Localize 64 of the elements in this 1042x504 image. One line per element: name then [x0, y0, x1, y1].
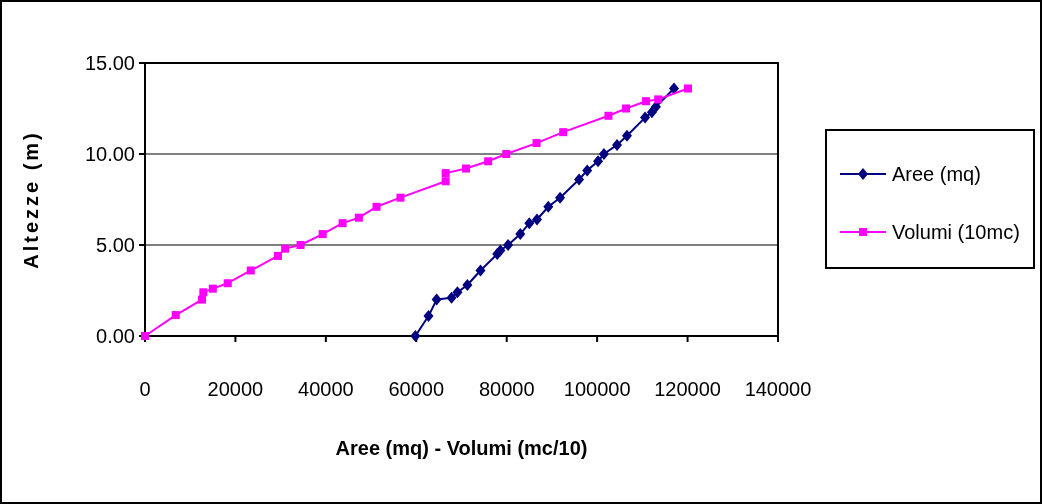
x-tick-label: 20000 — [207, 378, 264, 400]
x-tick-label: 40000 — [298, 378, 354, 400]
legend-label: Aree (mq) — [892, 163, 981, 185]
point — [431, 293, 442, 306]
point — [640, 111, 651, 124]
point — [593, 155, 604, 168]
point — [669, 82, 680, 95]
point — [246, 266, 255, 275]
point — [441, 177, 450, 186]
x-tick-label: 140000 — [744, 378, 812, 400]
x-tick-label: 80000 — [478, 378, 535, 400]
point — [503, 239, 514, 251]
point — [197, 295, 206, 304]
point — [462, 164, 471, 173]
point — [559, 128, 568, 137]
point — [410, 330, 421, 342]
point — [621, 129, 632, 142]
point — [604, 111, 613, 120]
point — [462, 279, 473, 292]
point — [372, 202, 381, 211]
point — [223, 279, 232, 288]
point — [502, 150, 511, 158]
point — [622, 104, 631, 113]
point — [423, 309, 434, 322]
y-tick-label: 15.00 — [84, 52, 135, 74]
point — [598, 148, 609, 160]
point — [354, 213, 363, 222]
point — [684, 84, 693, 93]
point — [318, 230, 327, 239]
point — [199, 288, 208, 297]
point — [296, 241, 305, 249]
point — [543, 200, 554, 213]
point — [338, 219, 347, 228]
point — [532, 213, 543, 226]
point — [582, 164, 593, 177]
point — [555, 191, 566, 204]
y-tick-label: 0.00 — [96, 325, 135, 347]
point — [396, 193, 405, 202]
point — [524, 217, 535, 230]
point — [475, 264, 486, 277]
x-axis-title: Aree (mq) - Volumi (mc/10) — [335, 437, 588, 459]
point — [641, 97, 650, 106]
y-tick-label: 5.00 — [96, 234, 135, 256]
x-tick-label: 100000 — [563, 378, 631, 400]
point — [452, 286, 463, 299]
x-tick-label: 0 — [139, 378, 151, 400]
point — [441, 169, 450, 178]
x-tick-label: 60000 — [388, 378, 445, 400]
point — [484, 157, 493, 166]
point — [574, 173, 585, 186]
point — [446, 291, 457, 304]
point — [495, 244, 506, 257]
point — [515, 228, 526, 241]
point — [532, 139, 541, 148]
point — [654, 95, 663, 104]
y-axis-title: Altezze (m) — [20, 130, 42, 269]
point — [171, 311, 180, 320]
point — [281, 244, 290, 253]
y-tick-label: 10.00 — [84, 143, 135, 165]
x-tick-label: 120000 — [654, 378, 721, 400]
legend-label: Volumi (10mc) — [892, 221, 1020, 243]
point — [612, 138, 623, 151]
point — [273, 251, 282, 260]
point — [208, 284, 217, 293]
